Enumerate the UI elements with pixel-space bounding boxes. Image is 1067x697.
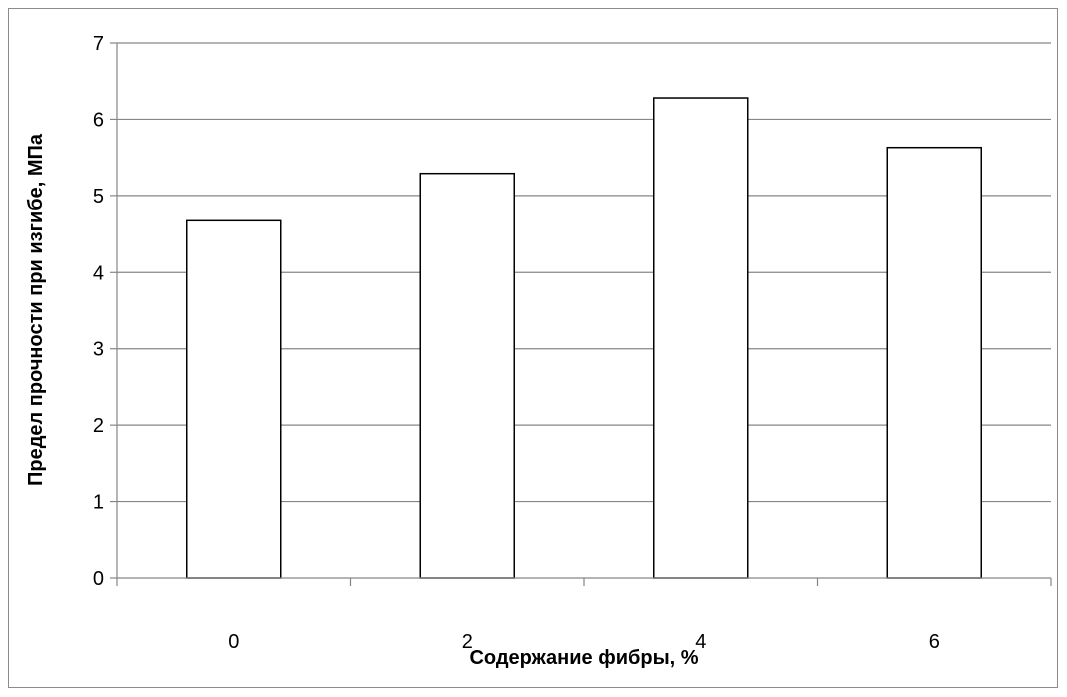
x-tick-label: 0 <box>228 631 239 653</box>
y-tick-label: 4 <box>93 262 104 284</box>
x-tick-label: 4 <box>695 631 706 653</box>
y-axis-title: Предел прочности при изгибе, МПа <box>25 133 47 486</box>
y-tick-label: 5 <box>93 186 104 208</box>
bar-4 <box>653 97 749 579</box>
bar-2 <box>419 172 515 579</box>
y-tick-label: 2 <box>93 415 104 437</box>
bar-0 <box>186 219 282 579</box>
x-axis-title: Содержание фибры, % <box>469 647 698 669</box>
x-tick-labels: 0 2 4 6 <box>228 631 940 653</box>
y-tick-label: 7 <box>93 33 104 55</box>
y-tick-label: 1 <box>93 492 104 514</box>
chart-frame <box>8 8 1058 688</box>
y-tick-label: 3 <box>93 339 104 361</box>
x-tick-label: 2 <box>462 631 473 653</box>
y-tick-labels: 0 1 2 3 4 5 6 7 <box>93 33 104 590</box>
bars <box>186 97 982 579</box>
y-tick-label: 0 <box>93 568 104 590</box>
bar-6 <box>886 146 982 579</box>
axes <box>116 43 1051 579</box>
x-tick-label: 6 <box>929 631 940 653</box>
y-tick-label: 6 <box>93 109 104 131</box>
